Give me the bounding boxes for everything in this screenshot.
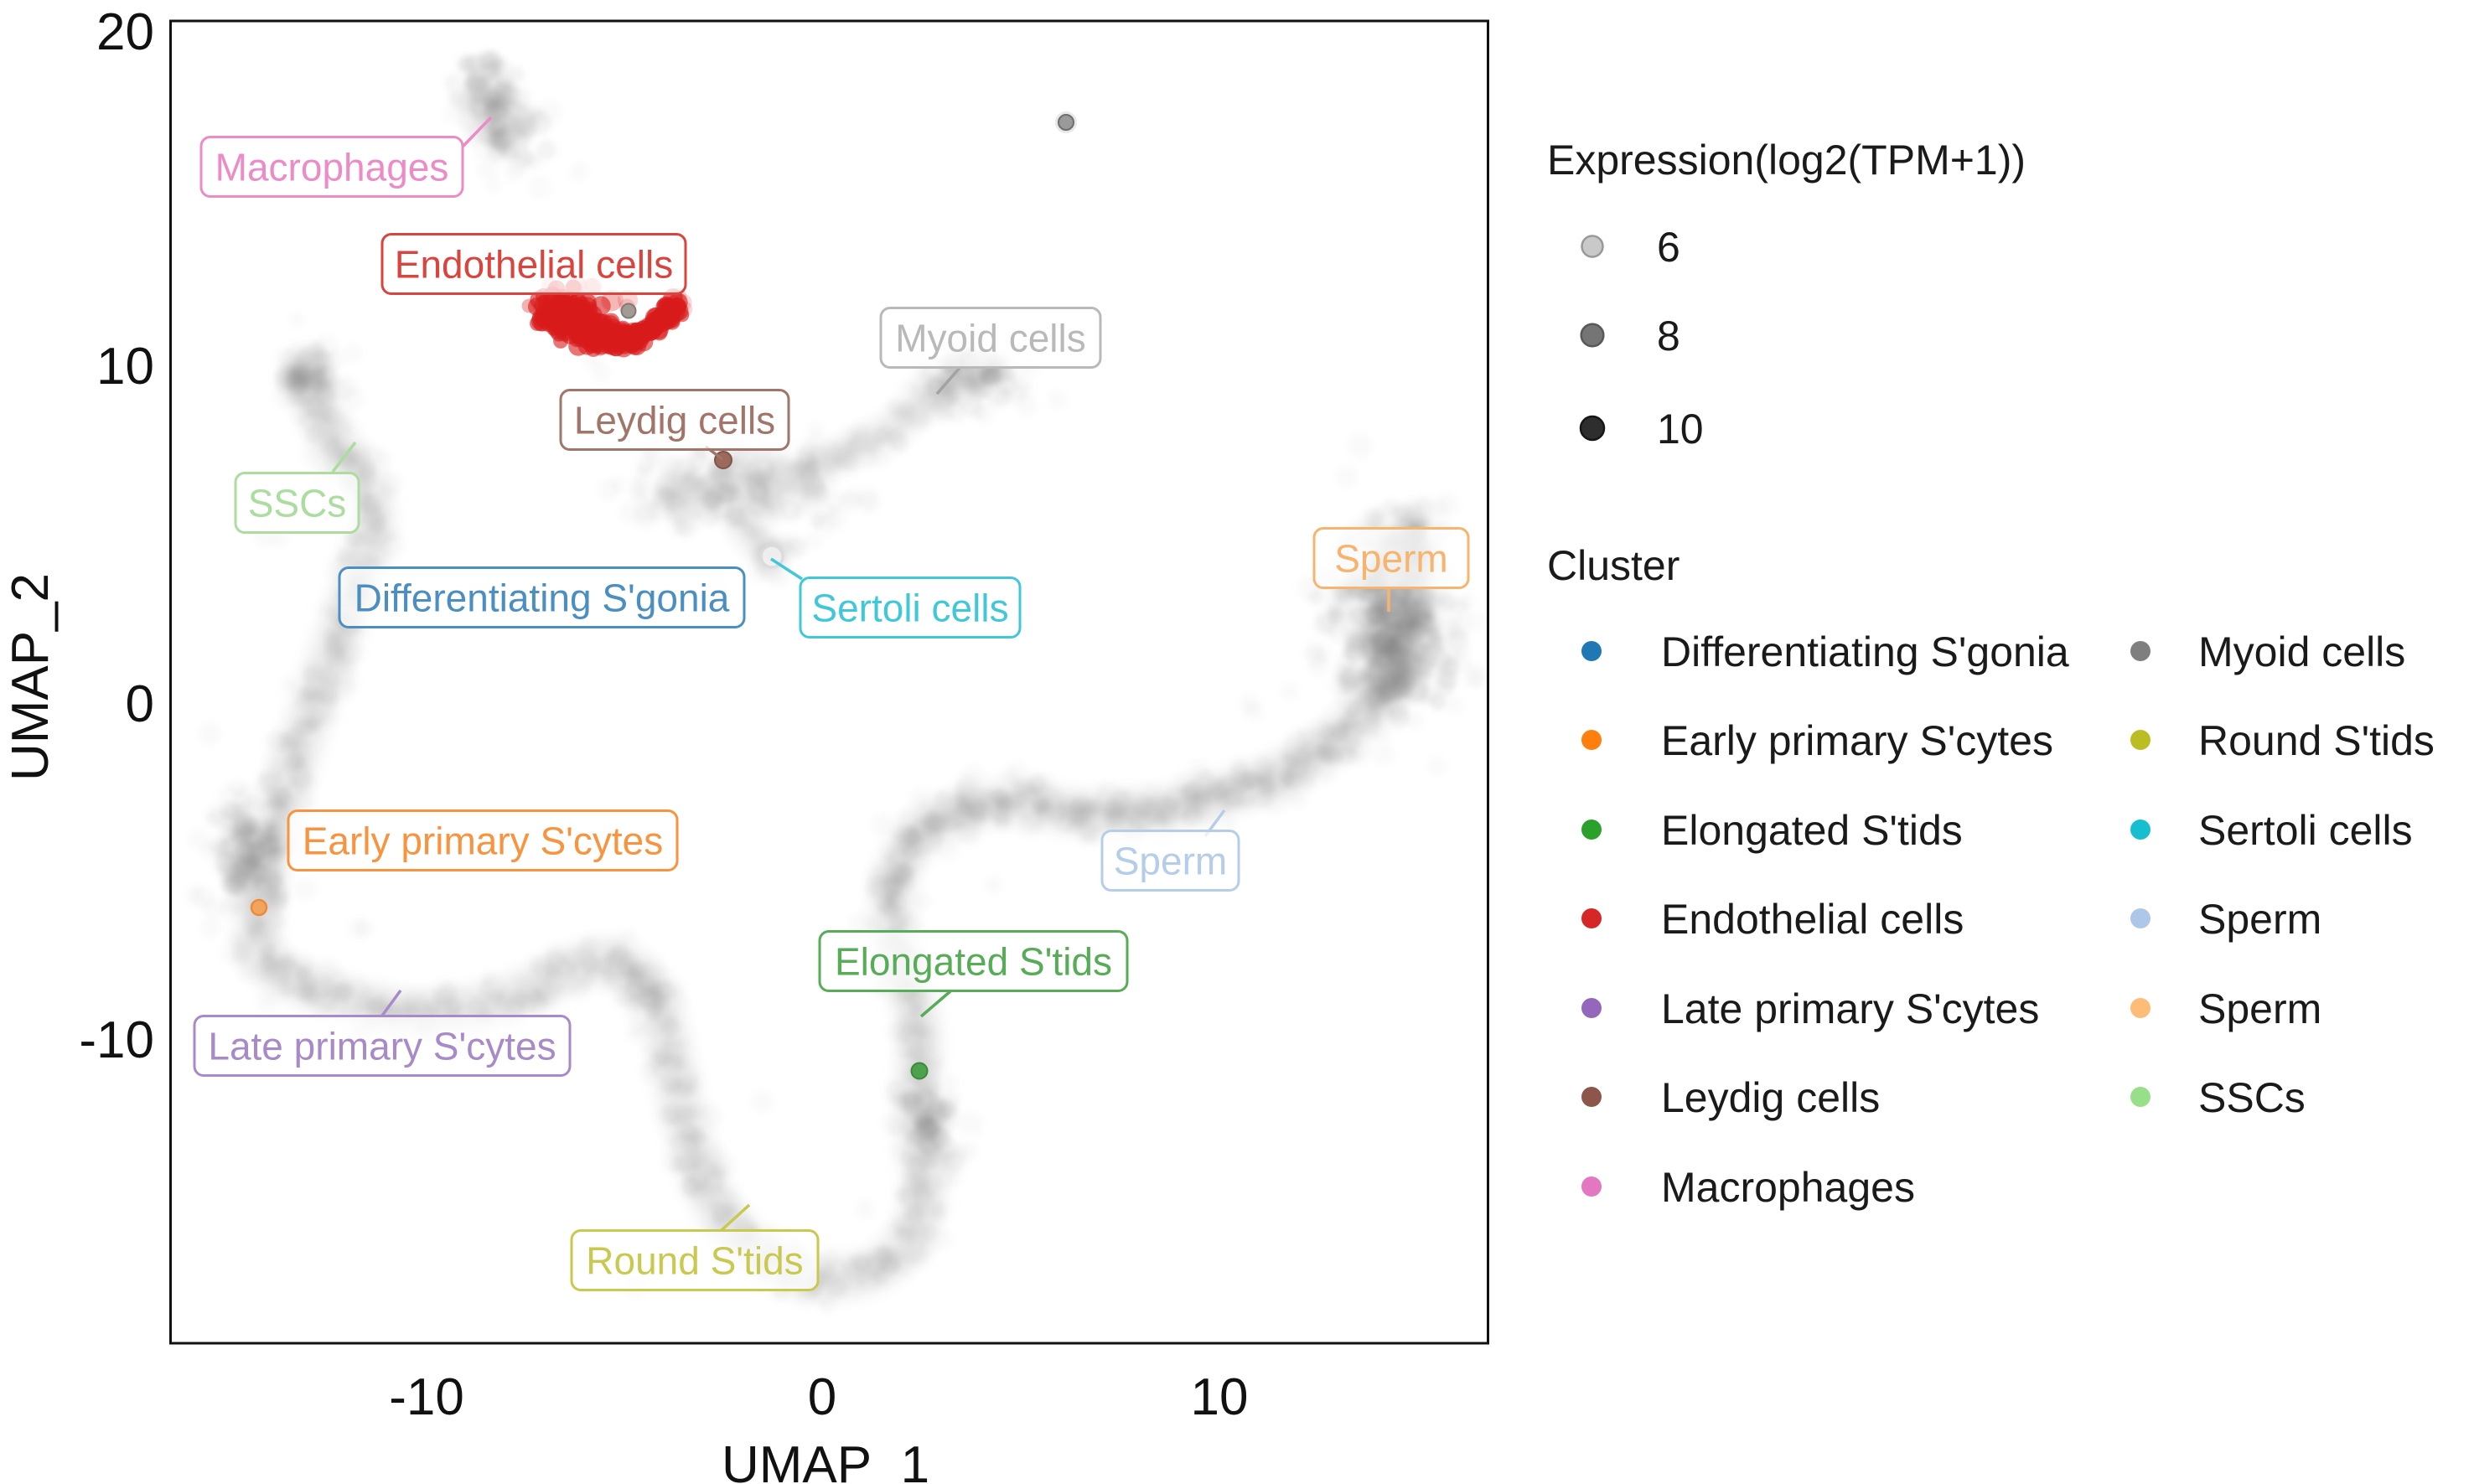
- svg-text:Early primary S'cytes: Early primary S'cytes: [303, 820, 664, 863]
- svg-text:0: 0: [126, 675, 154, 733]
- svg-text:Expression(log2(TPM+1)): Expression(log2(TPM+1)): [1547, 137, 2026, 184]
- svg-text:Endothelial cells: Endothelial cells: [1661, 896, 1964, 943]
- svg-text:10: 10: [1657, 406, 1704, 452]
- svg-text:Late primary S'cytes: Late primary S'cytes: [208, 1025, 556, 1068]
- svg-text:20: 20: [96, 3, 154, 61]
- svg-text:0: 0: [808, 1368, 836, 1426]
- svg-text:Sertoli cells: Sertoli cells: [2198, 807, 2413, 854]
- svg-text:6: 6: [1657, 224, 1680, 271]
- svg-text:Sperm: Sperm: [1114, 840, 1227, 883]
- svg-text:UMAP_2: UMAP_2: [2, 573, 60, 781]
- svg-text:Differentiating S'gonia: Differentiating S'gonia: [355, 577, 730, 620]
- svg-text:Leydig cells: Leydig cells: [574, 399, 775, 442]
- svg-text:-10: -10: [389, 1368, 464, 1426]
- svg-text:UMAP_1: UMAP_1: [722, 1436, 929, 1484]
- svg-text:Myoid cells: Myoid cells: [2198, 628, 2405, 675]
- svg-text:Macrophages: Macrophages: [215, 146, 449, 189]
- svg-text:10: 10: [96, 338, 154, 396]
- svg-text:Differentiating S'gonia: Differentiating S'gonia: [1661, 628, 2069, 675]
- svg-text:Sperm: Sperm: [2198, 896, 2321, 943]
- svg-text:Elongated S'tids: Elongated S'tids: [1661, 807, 1963, 854]
- svg-text:Macrophages: Macrophages: [1661, 1164, 1915, 1211]
- svg-text:-10: -10: [79, 1011, 154, 1069]
- svg-text:Late primary S'cytes: Late primary S'cytes: [1661, 985, 2039, 1032]
- svg-text:Round S'tids: Round S'tids: [2198, 717, 2435, 764]
- svg-text:SSCs: SSCs: [248, 482, 347, 525]
- svg-text:Leydig cells: Leydig cells: [1661, 1074, 1880, 1121]
- svg-text:Early primary S'cytes: Early primary S'cytes: [1661, 717, 2053, 764]
- svg-text:8: 8: [1657, 313, 1680, 359]
- svg-text:Sperm: Sperm: [1334, 537, 1447, 581]
- svg-text:10: 10: [1191, 1368, 1249, 1426]
- svg-text:Cluster: Cluster: [1547, 542, 1680, 589]
- svg-text:SSCs: SSCs: [2198, 1074, 2306, 1121]
- svg-text:Sperm: Sperm: [2198, 985, 2321, 1032]
- svg-text:Endothelial cells: Endothelial cells: [395, 243, 673, 287]
- svg-text:Elongated S'tids: Elongated S'tids: [835, 940, 1112, 984]
- svg-text:Sertoli cells: Sertoli cells: [811, 587, 1008, 630]
- svg-text:Round S'tids: Round S'tids: [586, 1239, 803, 1283]
- svg-text:Myoid cells: Myoid cells: [895, 317, 1086, 360]
